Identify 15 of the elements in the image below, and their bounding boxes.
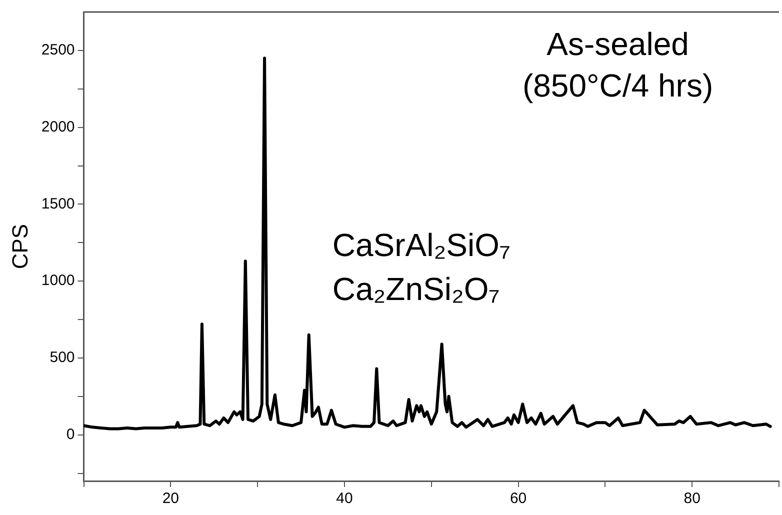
annotation: As-sealed	[546, 26, 689, 62]
annotation: (850°C/4 hrs)	[522, 67, 714, 104]
annotation: Ca₂ZnSi₂O₇	[332, 270, 500, 307]
y-tick-label: 1500	[41, 195, 75, 212]
y-tick-label: 2500	[41, 42, 75, 59]
x-tick-label: 40	[336, 490, 353, 508]
y-tick-label: 0	[66, 426, 75, 444]
y-tick-label: 2000	[41, 118, 75, 136]
x-tick-label: 60	[510, 490, 527, 508]
annotation: CaSrAl₂SiO₇	[332, 227, 510, 264]
y-tick-label: 1000	[41, 272, 75, 290]
x-tick-label: 20	[162, 490, 180, 508]
y-tick-label: 500	[50, 349, 75, 366]
y-axis-title: CPS	[7, 224, 32, 270]
x-tick-label: 80	[684, 490, 700, 508]
